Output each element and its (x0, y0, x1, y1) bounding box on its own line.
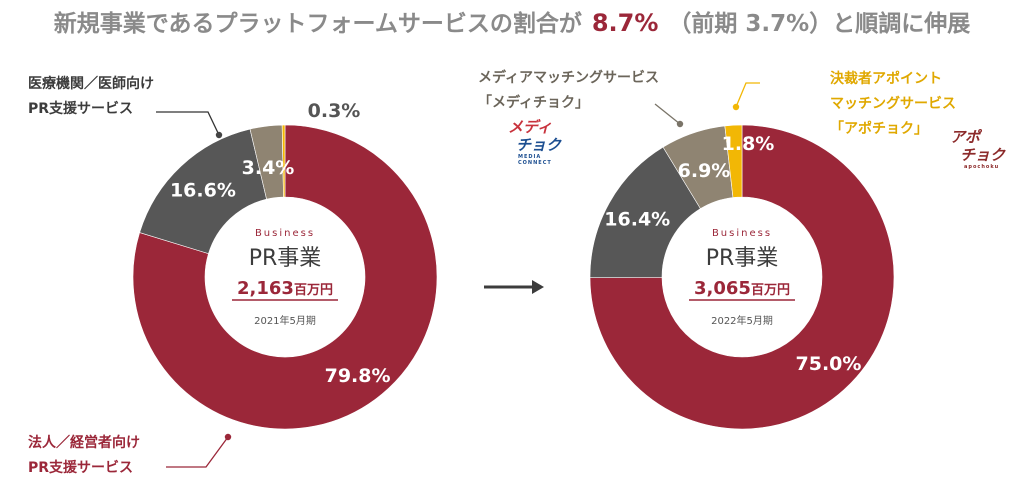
headline: 新規事業であるプラットフォームサービスの割合が 8.7% （前期 3.7%）と順調に… (0, 4, 1024, 38)
apo-logo: アポ チョク apochoku (950, 128, 1014, 170)
media-logo-line1: メディ (508, 118, 552, 136)
donut1-label-1: 79.8% (325, 365, 391, 387)
donut1-callout-1-text-2: PR支援サービス (28, 100, 133, 117)
donut1-label-2: 16.6% (170, 179, 236, 201)
media-logo: メディ チョク MEDIA CONNECT (508, 118, 568, 166)
donut2-callout-2-text-3: 「アポチョク」 (830, 120, 928, 137)
apo-logo-line2: チョク (960, 146, 1006, 164)
donut2-period: 2022年5月期 (711, 314, 773, 327)
donut2-callout-1-text-2: 「メディチョク」 (478, 94, 589, 111)
donut2-callout-2-line (735, 82, 760, 108)
donut1-total-unit: 百万円 (294, 283, 333, 298)
donut2-label-1: 75.0% (796, 353, 862, 375)
donut1-callout-1-text-1: 医療機関／医師向け (28, 75, 154, 92)
donut1-callout-1-dot (215, 131, 223, 139)
donut1-callout-1-line (156, 111, 220, 136)
donut2-total-value: 3,065 (694, 278, 751, 299)
donut2-callout-1-text-1: メディアマッチングサービス (478, 69, 659, 86)
donut1-total-value: 2,163 (237, 278, 294, 299)
donut1-callout-2-text-2: PR支援サービス (28, 459, 133, 476)
donut2-slice-1 (589, 124, 895, 430)
donut1-slice-4 (281, 124, 286, 198)
donut2-total-unit: 百万円 (751, 283, 790, 298)
headline-prefix: 新規事業であるプラットフォームサービスの割合が (53, 11, 582, 37)
donut1-callout-2-line (166, 436, 229, 468)
donut2-callout-1-line (654, 103, 681, 125)
donut2-callout-2-text-1: 決裁者アポイント (830, 70, 942, 87)
donut2-caption: Business (712, 228, 772, 239)
headline-paren: （前期 3.7%） (668, 11, 833, 37)
donut1-label-3: 3.4% (242, 157, 295, 179)
donut2-callout-1-dot (676, 120, 684, 128)
donut1-callout-2-text-1: 法人／経営者向け (28, 434, 140, 451)
donut1-label-4: 0.3% (308, 100, 361, 122)
donut1-slice-1 (132, 124, 438, 430)
donut2-label-2: 16.4% (604, 208, 670, 230)
donut2-label-3: 6.9% (678, 160, 731, 182)
donut1-caption: Business (255, 228, 315, 239)
donut1-period: 2021年5月期 (254, 314, 316, 327)
donut2-label-4: 1.8% (722, 133, 775, 155)
media-logo-sub: MEDIA CONNECT (518, 154, 552, 166)
donut2-callout-2-dot (732, 103, 740, 111)
donut1-callout-2-dot (224, 433, 232, 441)
donut1-total: 2,163百万円 (237, 278, 333, 299)
apo-logo-sub: apochoku (964, 164, 1000, 170)
donut2-slice-4 (724, 124, 743, 198)
apo-logo-line1: アポ (950, 128, 981, 146)
transition-arrow-head (532, 280, 544, 294)
media-logo-line2: チョク (516, 136, 562, 154)
headline-value: 8.7% (591, 9, 659, 37)
donut2-total: 3,065百万円 (694, 278, 790, 299)
donut2-callout-2-text-2: マッチングサービス (830, 95, 956, 112)
headline-suffix: と順調に伸展 (832, 11, 971, 37)
donut2-title: PR事業 (706, 246, 779, 271)
donut1-title: PR事業 (249, 246, 322, 271)
